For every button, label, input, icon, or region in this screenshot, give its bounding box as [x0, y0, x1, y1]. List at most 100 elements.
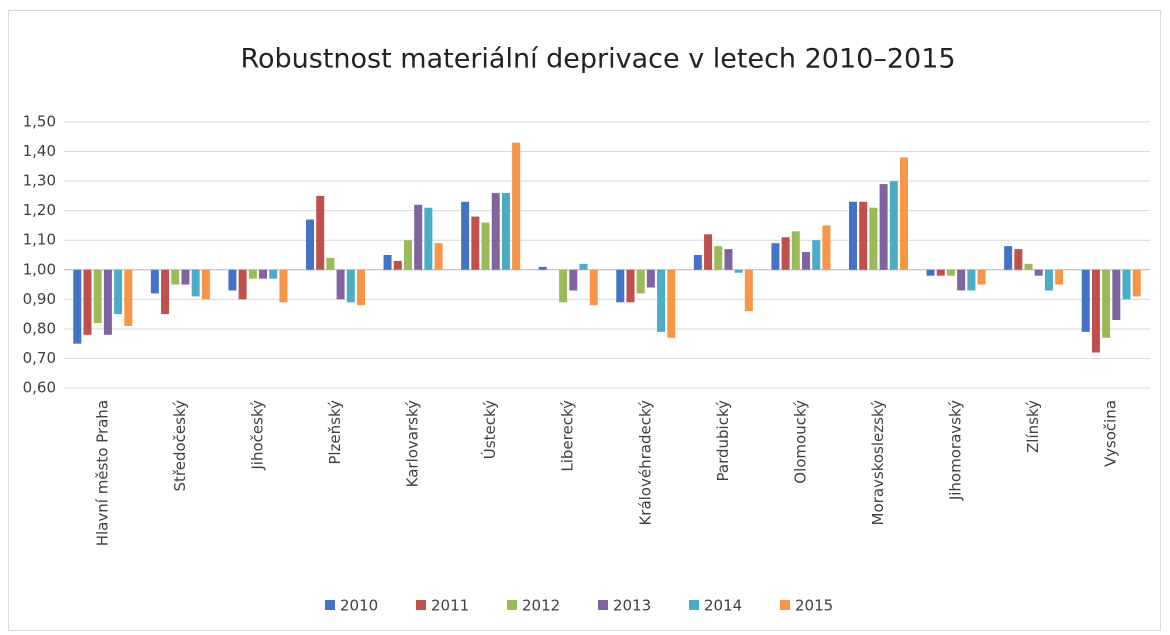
bar [259, 269, 268, 279]
bar [461, 201, 470, 270]
bar [1091, 269, 1100, 353]
x-tick-label: Olomoucký [791, 400, 809, 484]
legend-swatch [780, 600, 790, 610]
bar [114, 269, 123, 315]
x-tick-label: Moravskoslezský [869, 400, 887, 526]
x-tick-label: Hlavní město Praha [93, 400, 111, 546]
bar [849, 201, 857, 270]
bar [946, 269, 955, 276]
bar [1055, 269, 1064, 285]
x-tick-label: Ústecký [480, 400, 499, 459]
x-tick-label: Jihomoravský [947, 400, 965, 501]
y-tick-label: 1,10 [23, 231, 56, 249]
y-tick-label: 1,20 [23, 201, 56, 219]
legend-swatch [689, 600, 699, 610]
chart-frame [8, 10, 1161, 631]
bar [1014, 249, 1023, 270]
bar [357, 269, 365, 306]
chart-title: Robustnost materiální deprivace v letech… [240, 44, 955, 75]
bar [616, 269, 625, 303]
x-tick-label: Středočeský [171, 400, 189, 492]
bar [626, 269, 635, 303]
bar [201, 269, 210, 300]
bar [879, 184, 888, 270]
x-tick-label: Pardubický [714, 400, 732, 482]
bar [926, 269, 935, 276]
y-tick-label: 1,50 [23, 113, 56, 131]
bar [569, 269, 578, 291]
y-tick-label: 0,90 [23, 290, 56, 308]
bar [1034, 269, 1043, 276]
bar [512, 142, 521, 270]
bar [936, 269, 945, 276]
legend-label: 2014 [704, 597, 742, 615]
bar [306, 219, 314, 270]
bar [1132, 269, 1141, 297]
bar [693, 255, 702, 270]
x-tick-label: Zlínský [1024, 400, 1042, 453]
bar [559, 269, 568, 303]
bar [346, 269, 355, 303]
bar [103, 269, 112, 335]
bar [859, 201, 868, 270]
bar [434, 243, 443, 270]
x-tick-label: Jihočeský [248, 400, 266, 471]
bar [414, 204, 423, 270]
bar [181, 269, 190, 285]
bar [93, 269, 102, 323]
y-tick-label: 0,60 [23, 379, 56, 397]
y-tick-label: 0,70 [23, 349, 56, 367]
bar [589, 269, 598, 306]
bar [403, 240, 412, 270]
bar [538, 266, 547, 270]
bar [424, 207, 433, 270]
bar [1102, 269, 1111, 338]
bar [73, 269, 82, 344]
bar [791, 231, 800, 270]
bar [704, 234, 713, 270]
y-tick-label: 1,40 [23, 142, 56, 160]
bar [714, 246, 723, 270]
bar [393, 260, 402, 270]
bar [238, 269, 247, 300]
bar [781, 237, 790, 270]
bar [124, 269, 133, 326]
bar [248, 269, 257, 279]
legend-swatch [598, 600, 608, 610]
bar [1112, 269, 1121, 321]
bar [802, 252, 811, 270]
x-tick-label: Liberecký [559, 400, 577, 472]
bar [269, 269, 278, 279]
bar [1044, 269, 1053, 291]
bar [900, 157, 908, 270]
bar [481, 222, 490, 270]
legend-label: 2013 [613, 597, 651, 615]
y-tick-label: 1,00 [23, 260, 56, 278]
bar [1024, 263, 1033, 270]
bar [171, 269, 180, 285]
bar [636, 269, 645, 294]
bar [869, 207, 878, 270]
bar [191, 269, 200, 297]
bar [501, 192, 510, 270]
bar [491, 192, 500, 270]
bar [812, 240, 821, 270]
bar [316, 195, 325, 270]
legend-swatch [416, 600, 426, 610]
bar [771, 243, 780, 270]
x-tick-label: Královéhradecký [636, 400, 654, 526]
bar [471, 216, 480, 270]
bar [744, 269, 753, 312]
x-tick-label: Karlovarský [404, 400, 422, 487]
bar [83, 269, 92, 335]
legend-label: 2012 [522, 597, 560, 615]
bar [1004, 246, 1013, 270]
bar [161, 269, 170, 315]
legend-label: 2010 [340, 597, 378, 615]
x-tick-label: Plzeňský [326, 400, 344, 465]
bar [967, 269, 976, 291]
bar [646, 269, 655, 288]
y-tick-label: 0,80 [23, 319, 56, 337]
y-tick-label: 1,30 [23, 172, 56, 190]
